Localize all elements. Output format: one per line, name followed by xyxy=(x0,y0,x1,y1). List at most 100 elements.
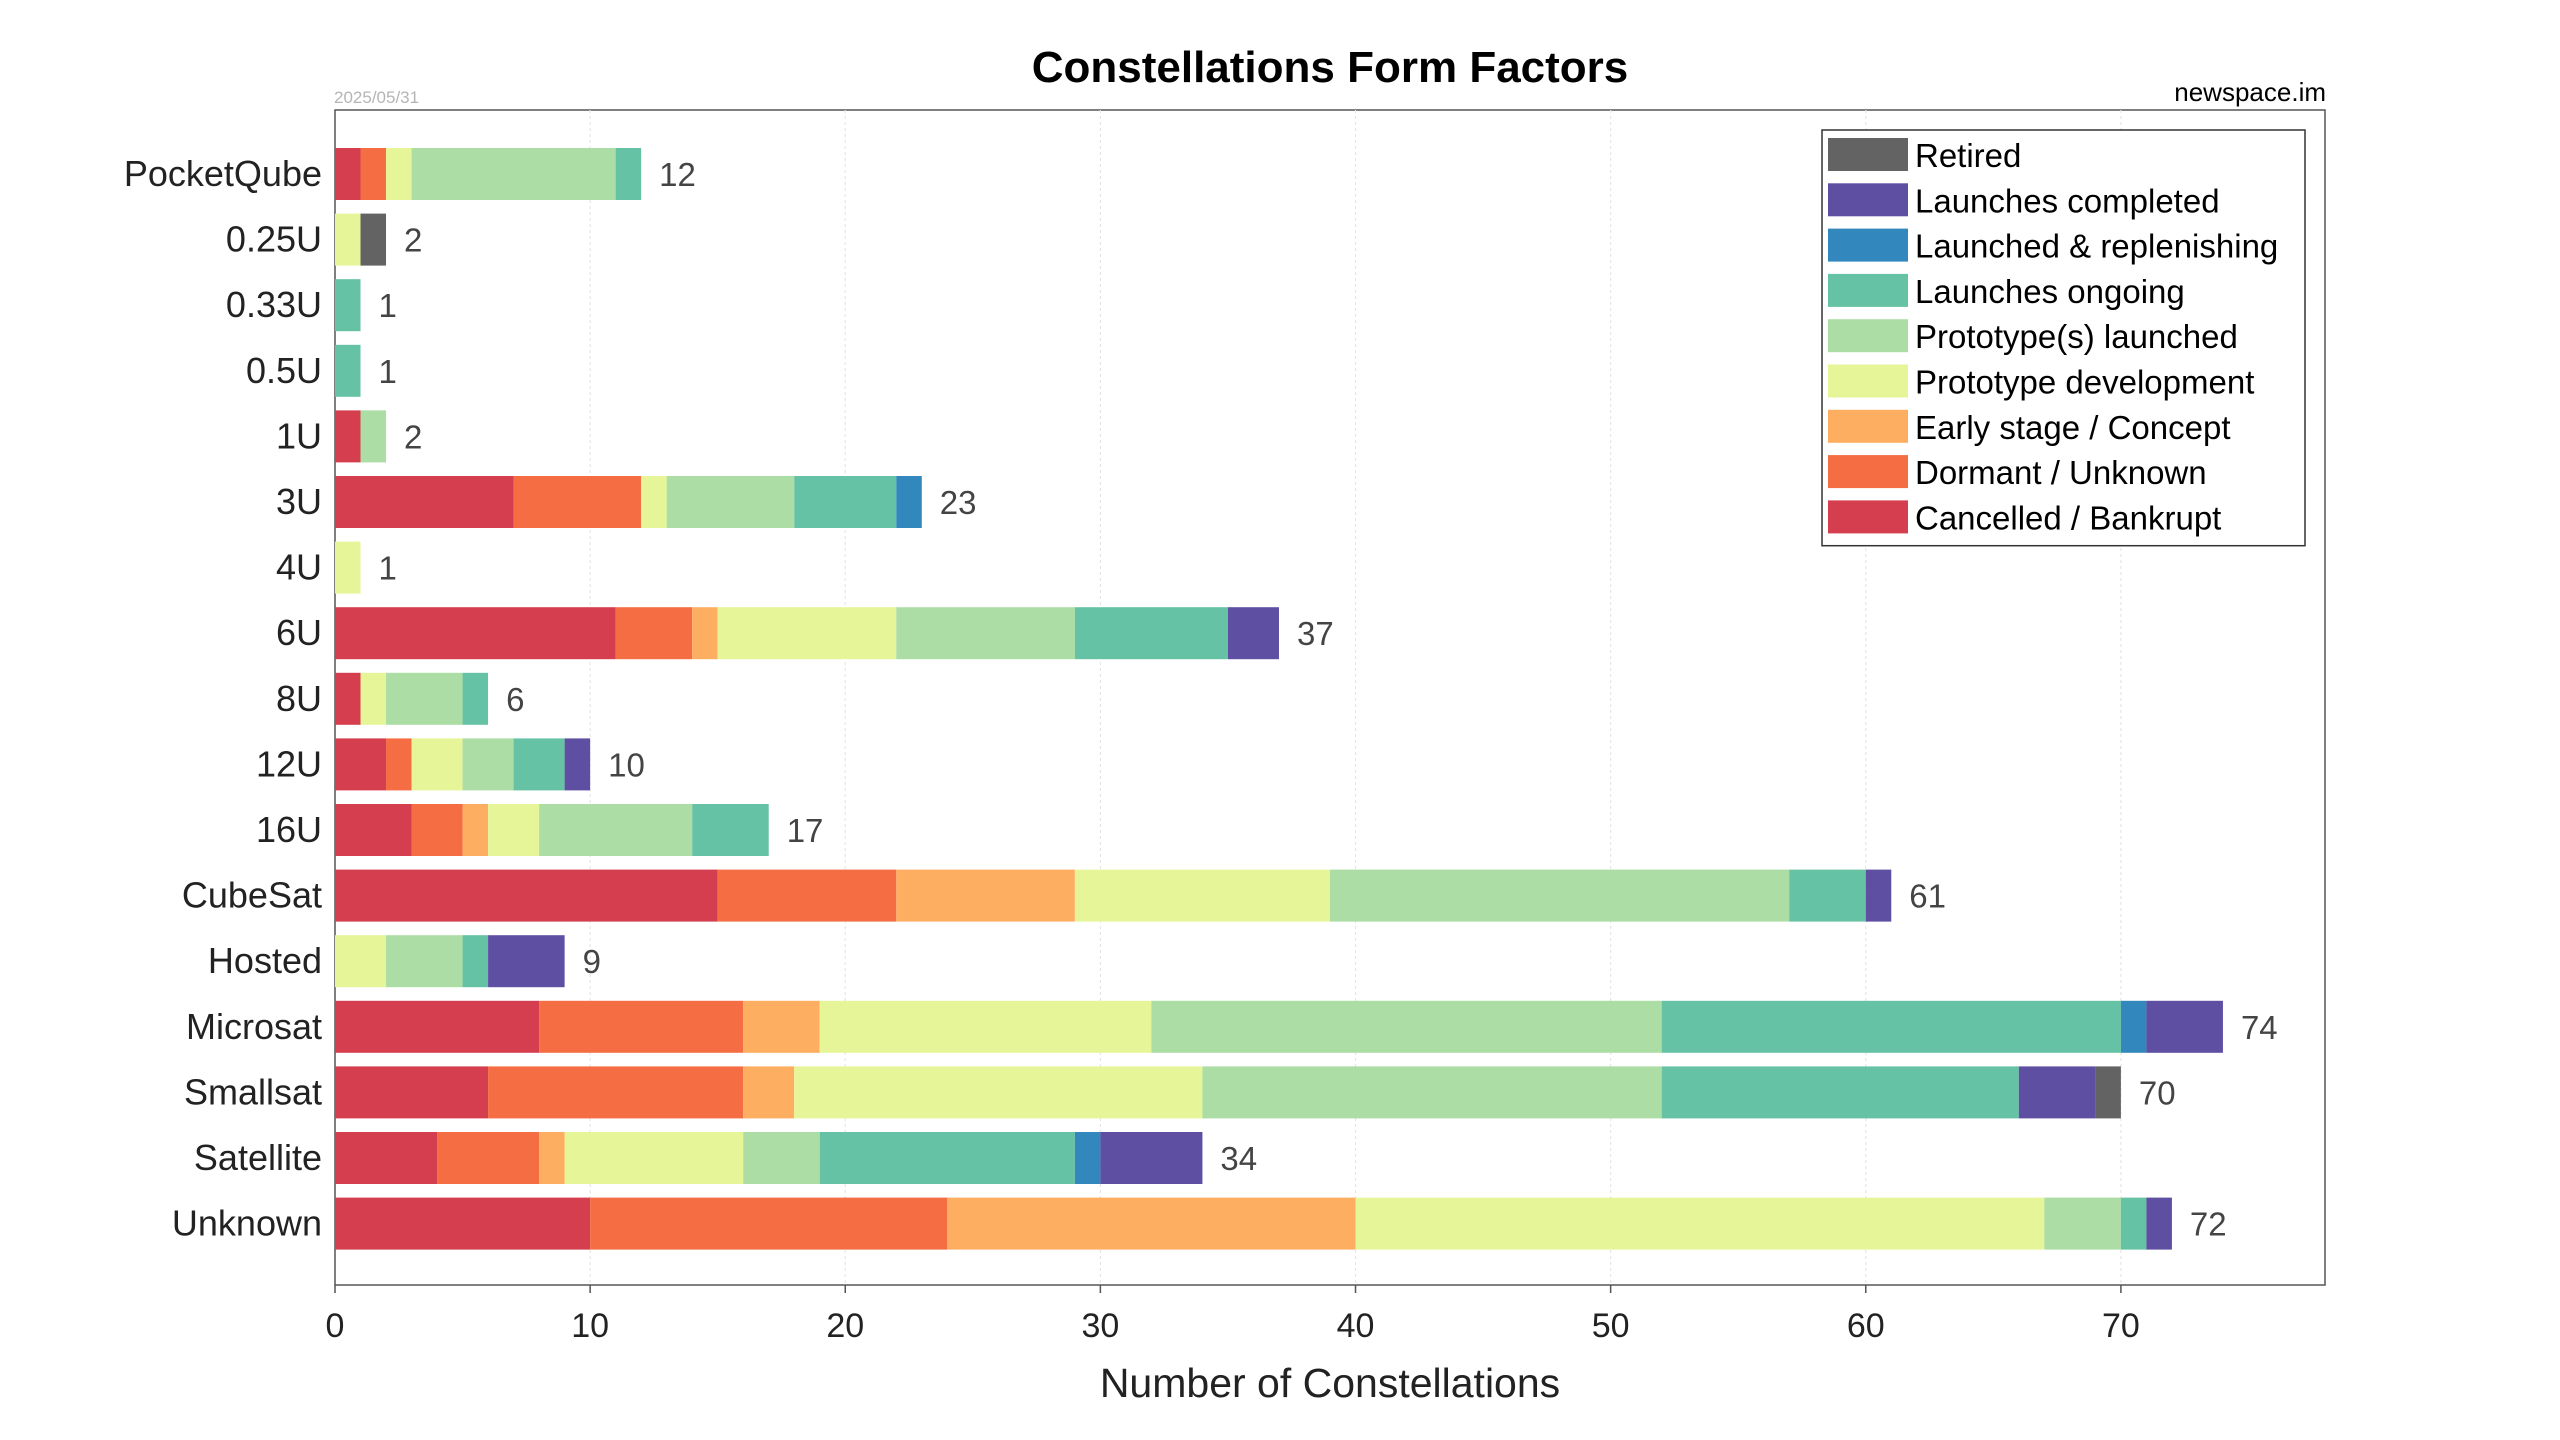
bar-segment xyxy=(488,804,540,856)
source-label: newspace.im xyxy=(2174,77,2326,107)
category-label: PocketQube xyxy=(124,153,322,194)
bar-total-label: 23 xyxy=(940,484,977,521)
bar-segment xyxy=(513,738,565,791)
bar-segment xyxy=(360,672,387,725)
bar-segment xyxy=(539,1132,565,1184)
bar-segment xyxy=(1661,1066,2019,1119)
bar-total-label: 10 xyxy=(608,746,645,783)
bar-segment xyxy=(794,1066,1203,1119)
bar-total-label: 61 xyxy=(1909,878,1946,915)
bar-segment xyxy=(1100,1132,1203,1184)
category-label: Microsat xyxy=(186,1006,322,1047)
bar-segment xyxy=(488,935,565,988)
bar-total-label: 9 xyxy=(583,943,601,980)
bar-segment xyxy=(2095,1066,2121,1119)
legend-label: Prototype(s) launched xyxy=(1915,318,2238,355)
bar-segment xyxy=(896,869,1075,922)
bar-segment xyxy=(1330,869,1790,922)
legend-swatch xyxy=(1828,138,1908,171)
bar-segment xyxy=(2146,1000,2223,1053)
legend-label: Retired xyxy=(1915,137,2021,174)
legend-swatch xyxy=(1828,364,1908,398)
bar-segment xyxy=(819,1000,1152,1053)
bar-segment xyxy=(692,607,718,660)
x-tick-label: 70 xyxy=(2102,1307,2140,1345)
bar-total-label: 70 xyxy=(2139,1074,2176,1111)
bar-segment xyxy=(615,148,642,200)
legend-label: Dormant / Unknown xyxy=(1915,454,2207,491)
category-label: Unknown xyxy=(172,1203,322,1244)
bar-segment xyxy=(692,804,769,856)
bar-segment xyxy=(2120,1000,2147,1053)
bar-segment xyxy=(1074,1132,1101,1184)
bar-segment xyxy=(335,869,718,922)
bar-segment xyxy=(411,738,463,791)
bar-segment xyxy=(2146,1197,2172,1250)
bar-segment xyxy=(2018,1066,2096,1119)
bar-segment xyxy=(335,344,361,397)
x-tick-label: 50 xyxy=(1592,1307,1630,1345)
legend: Retired Launches completed Launched & repl… xyxy=(1821,129,2306,547)
bar-segment xyxy=(717,607,897,660)
bar-segment xyxy=(462,738,514,791)
bar-segment xyxy=(1202,1066,1662,1119)
bar-segment xyxy=(743,1066,795,1119)
category-label: 8U xyxy=(276,678,322,719)
legend-swatch xyxy=(1828,500,1908,534)
bar-segment xyxy=(437,1132,540,1184)
bar-segment xyxy=(335,213,361,266)
x-axis-label: Number of Constellations xyxy=(1100,1360,1560,1406)
bar-segment xyxy=(1661,1000,2121,1053)
legend-swatch xyxy=(1828,319,1908,353)
bar-segment xyxy=(411,148,616,200)
bar-total-label: 72 xyxy=(2190,1206,2227,1243)
bar-segment xyxy=(641,476,667,528)
x-tick-label: 10 xyxy=(571,1307,609,1345)
bar-segment xyxy=(590,1197,948,1250)
bar-segment xyxy=(335,410,361,463)
bar-segment xyxy=(335,1132,438,1184)
x-tick-label: 0 xyxy=(326,1307,345,1345)
legend-label: Launches completed xyxy=(1915,182,2220,219)
legend-label: Launched & replenishing xyxy=(1915,228,2278,265)
bar-total-label: 2 xyxy=(404,222,422,259)
bar-segment xyxy=(335,935,387,988)
bar-segment xyxy=(360,410,387,463)
date-stamp: 2025/05/31 xyxy=(334,88,419,107)
bar-segment xyxy=(386,148,412,200)
bar-segment xyxy=(335,1066,489,1119)
bar-segment xyxy=(335,279,361,332)
bar-segment xyxy=(335,148,361,200)
bar-segment xyxy=(743,1132,820,1184)
bar-segment xyxy=(717,869,897,922)
category-label: 0.5U xyxy=(246,350,322,391)
category-label: Hosted xyxy=(208,940,322,981)
bar-total-label: 1 xyxy=(379,550,397,587)
bar-segment xyxy=(1789,869,1866,922)
category-labels: PocketQube 0.25U 0.33U 0.5U 1U 3U 4U 6U 8U 12U 16U… xyxy=(124,153,322,1244)
bar-segment xyxy=(386,672,463,725)
legend-swatch xyxy=(1828,183,1908,217)
bar-segment xyxy=(335,672,361,725)
bar-total-label: 12 xyxy=(659,156,696,193)
x-tick-label: 60 xyxy=(1847,1307,1885,1345)
bar-segment xyxy=(360,148,387,200)
bar-segment xyxy=(411,804,463,856)
category-label: 1U xyxy=(276,415,322,456)
bar-layer xyxy=(335,148,2223,1250)
x-tick-labels: 0 10 20 30 40 50 60 70 xyxy=(326,1285,2140,1345)
category-label: 6U xyxy=(276,612,322,653)
category-label: 4U xyxy=(276,547,322,588)
legend-label: Cancelled / Bankrupt xyxy=(1915,499,2221,536)
bar-segment xyxy=(539,1000,744,1053)
bar-total-label: 2 xyxy=(404,418,422,455)
bar-segment xyxy=(513,476,642,528)
bar-segment xyxy=(1074,869,1330,922)
bar-segment xyxy=(564,738,591,791)
bar-segment xyxy=(335,738,387,791)
bar-segment xyxy=(335,1000,540,1053)
bar-segment xyxy=(335,541,361,594)
legend-label: Launches ongoing xyxy=(1915,273,2185,310)
